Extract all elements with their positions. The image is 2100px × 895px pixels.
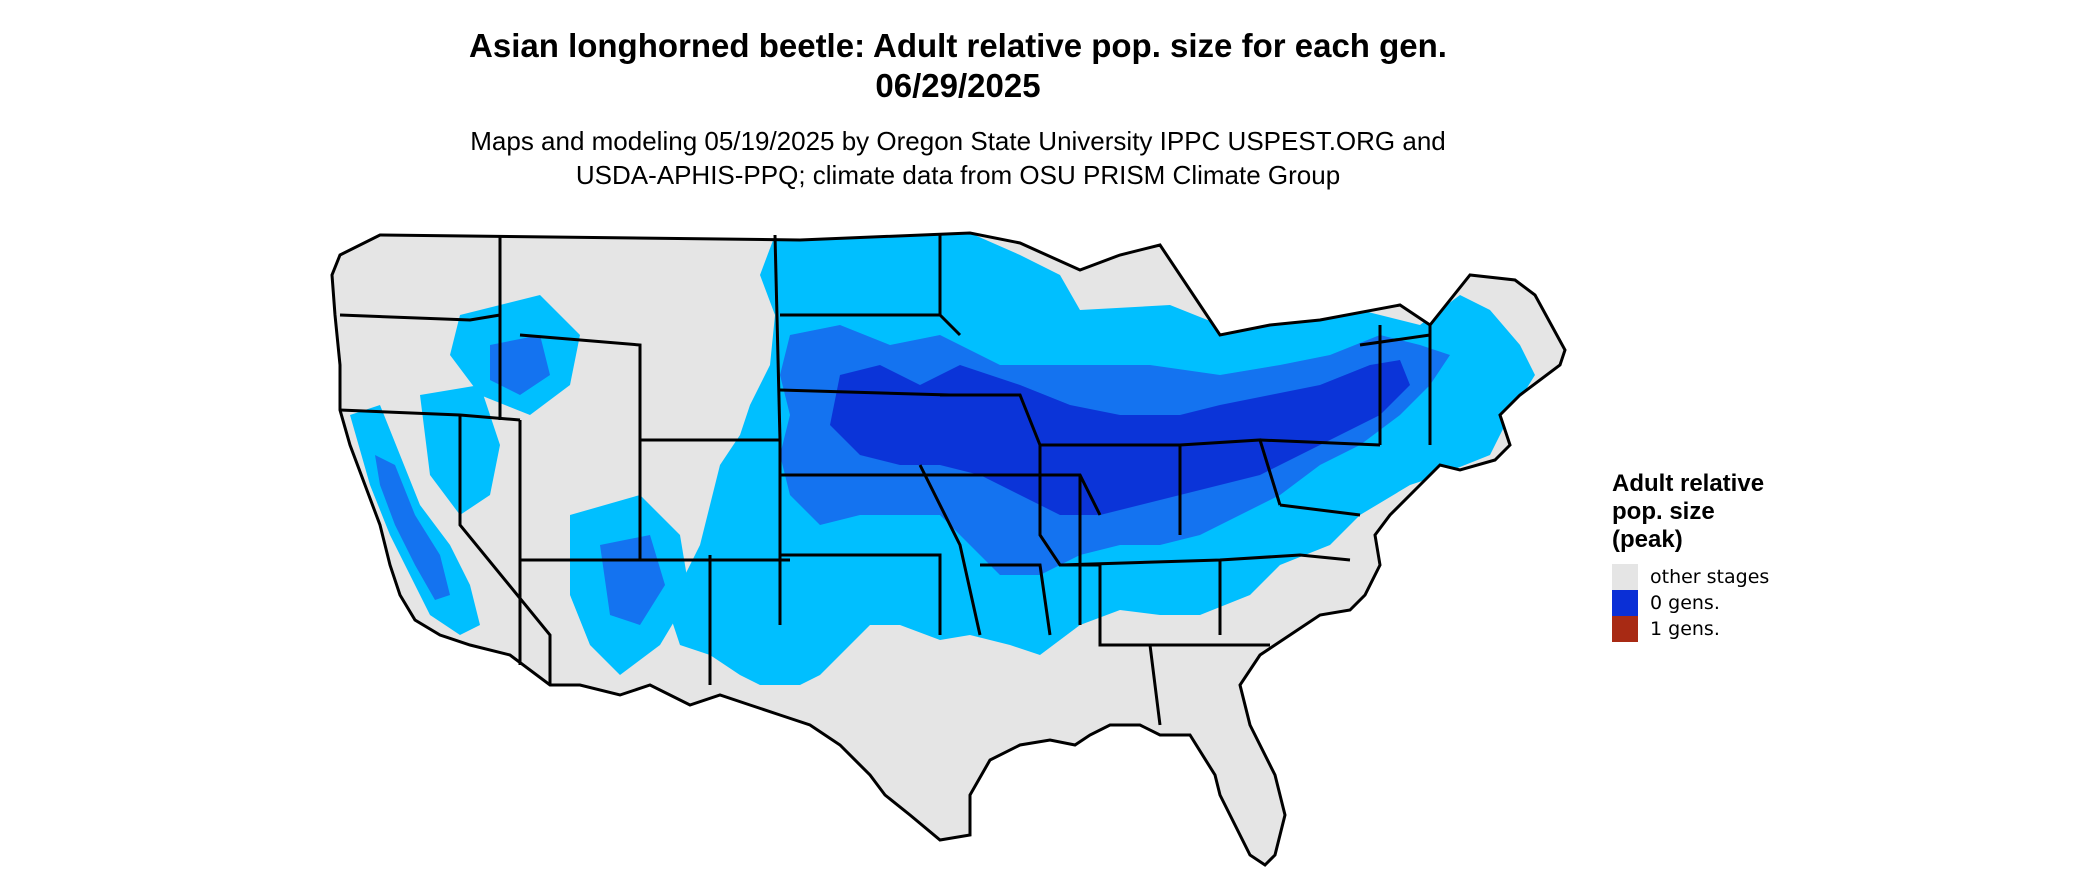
subtitle-line2: USDA-APHIS-PPQ; climate data from OSU PR…: [575, 160, 1341, 190]
subtitle-line1: Maps and modeling 05/19/2025 by Oregon S…: [470, 126, 1446, 156]
map-subtitle: Maps and modeling 05/19/2025 by Oregon S…: [0, 124, 1916, 192]
legend-label: other stages: [1650, 566, 1770, 588]
region-west-4: [600, 535, 665, 625]
legend-title-line2: pop. size: [1612, 498, 1715, 525]
us-map: [330, 231, 1567, 867]
map-title-line1: Asian longhorned beetle: Adult relative …: [469, 27, 1447, 64]
legend-title-line3: (peak): [1612, 526, 1683, 553]
legend-label: 0 gens.: [1650, 592, 1720, 614]
legend-swatch-0-gens: [1612, 590, 1638, 616]
legend-title: Adult relative pop. size (peak): [1612, 470, 1832, 554]
legend-item-other-stages: other stages: [1612, 564, 1832, 590]
legend-swatch-1-gens: [1612, 616, 1638, 642]
legend-swatch-other-stages: [1612, 564, 1638, 590]
map-legend: Adult relative pop. size (peak) other st…: [1612, 470, 1832, 642]
legend-label: 1 gens.: [1650, 618, 1720, 640]
region-dark-blue: [830, 360, 1410, 515]
legend-title-line1: Adult relative: [1612, 470, 1765, 497]
legend-items: other stages 0 gens. 1 gens.: [1612, 564, 1832, 642]
map-title-date: 06/29/2025: [875, 67, 1041, 104]
region-california-dark: [375, 455, 450, 600]
legend-item-1-gens: 1 gens.: [1612, 616, 1832, 642]
state-borders: [330, 231, 1567, 867]
map-title: Asian longhorned beetle: Adult relative …: [0, 26, 1916, 106]
legend-item-0-gens: 0 gens.: [1612, 590, 1832, 616]
region-west-2: [490, 335, 550, 395]
